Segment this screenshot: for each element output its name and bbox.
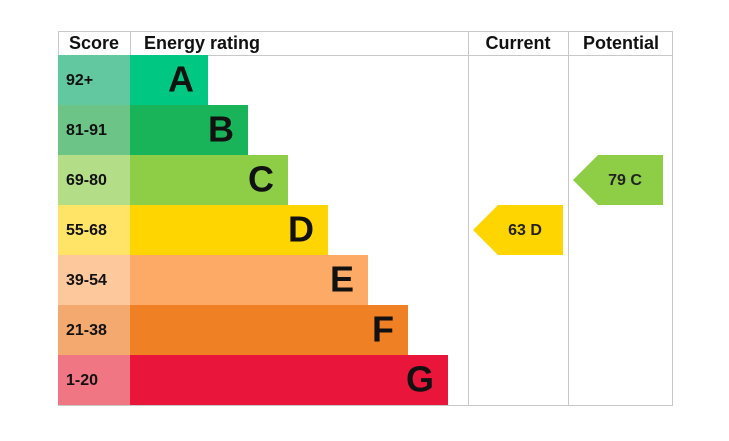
potential-arrow xyxy=(573,155,663,205)
header: Current xyxy=(485,33,550,53)
header: Potential xyxy=(583,33,659,53)
score-label: 55-68 xyxy=(66,222,107,239)
rating-letter: E xyxy=(330,259,354,300)
rating-bar xyxy=(130,355,448,405)
rating-bar xyxy=(130,305,408,355)
score-cell xyxy=(58,155,130,205)
score-label: 92+ xyxy=(66,72,93,89)
rating-bar xyxy=(130,105,248,155)
rating-letter: C xyxy=(248,159,274,200)
current-label: 63 D xyxy=(508,222,542,239)
score-label: 69-80 xyxy=(66,172,107,189)
potential-band: C xyxy=(630,172,642,189)
current-band: D xyxy=(530,222,542,239)
score-cell xyxy=(58,205,130,255)
rating-bar xyxy=(130,255,368,305)
score-cell xyxy=(58,55,130,105)
rating-letter: G xyxy=(406,359,434,400)
potential-label: 79 C xyxy=(608,172,642,189)
score-label: 39-54 xyxy=(66,272,107,289)
header: Energy rating xyxy=(144,33,260,53)
rating-bar xyxy=(130,205,328,255)
score-label: 21-38 xyxy=(66,322,107,339)
rating-letter: A xyxy=(168,59,194,100)
score-cell xyxy=(58,305,130,355)
current-arrow xyxy=(473,205,563,255)
rating-letter: B xyxy=(208,109,234,150)
rating-letter: D xyxy=(288,209,314,250)
score-cell xyxy=(58,355,130,405)
score-label: 81-91 xyxy=(66,122,107,139)
current-value: 63 xyxy=(508,222,526,239)
rating-bar xyxy=(130,155,288,205)
score-label: 1-20 xyxy=(66,372,98,389)
rating-bar xyxy=(130,55,208,105)
score-cell xyxy=(58,105,130,155)
rating-letter: F xyxy=(372,309,394,350)
potential-value: 79 xyxy=(608,172,626,189)
score-cell xyxy=(58,255,130,305)
header: Score xyxy=(69,33,119,53)
